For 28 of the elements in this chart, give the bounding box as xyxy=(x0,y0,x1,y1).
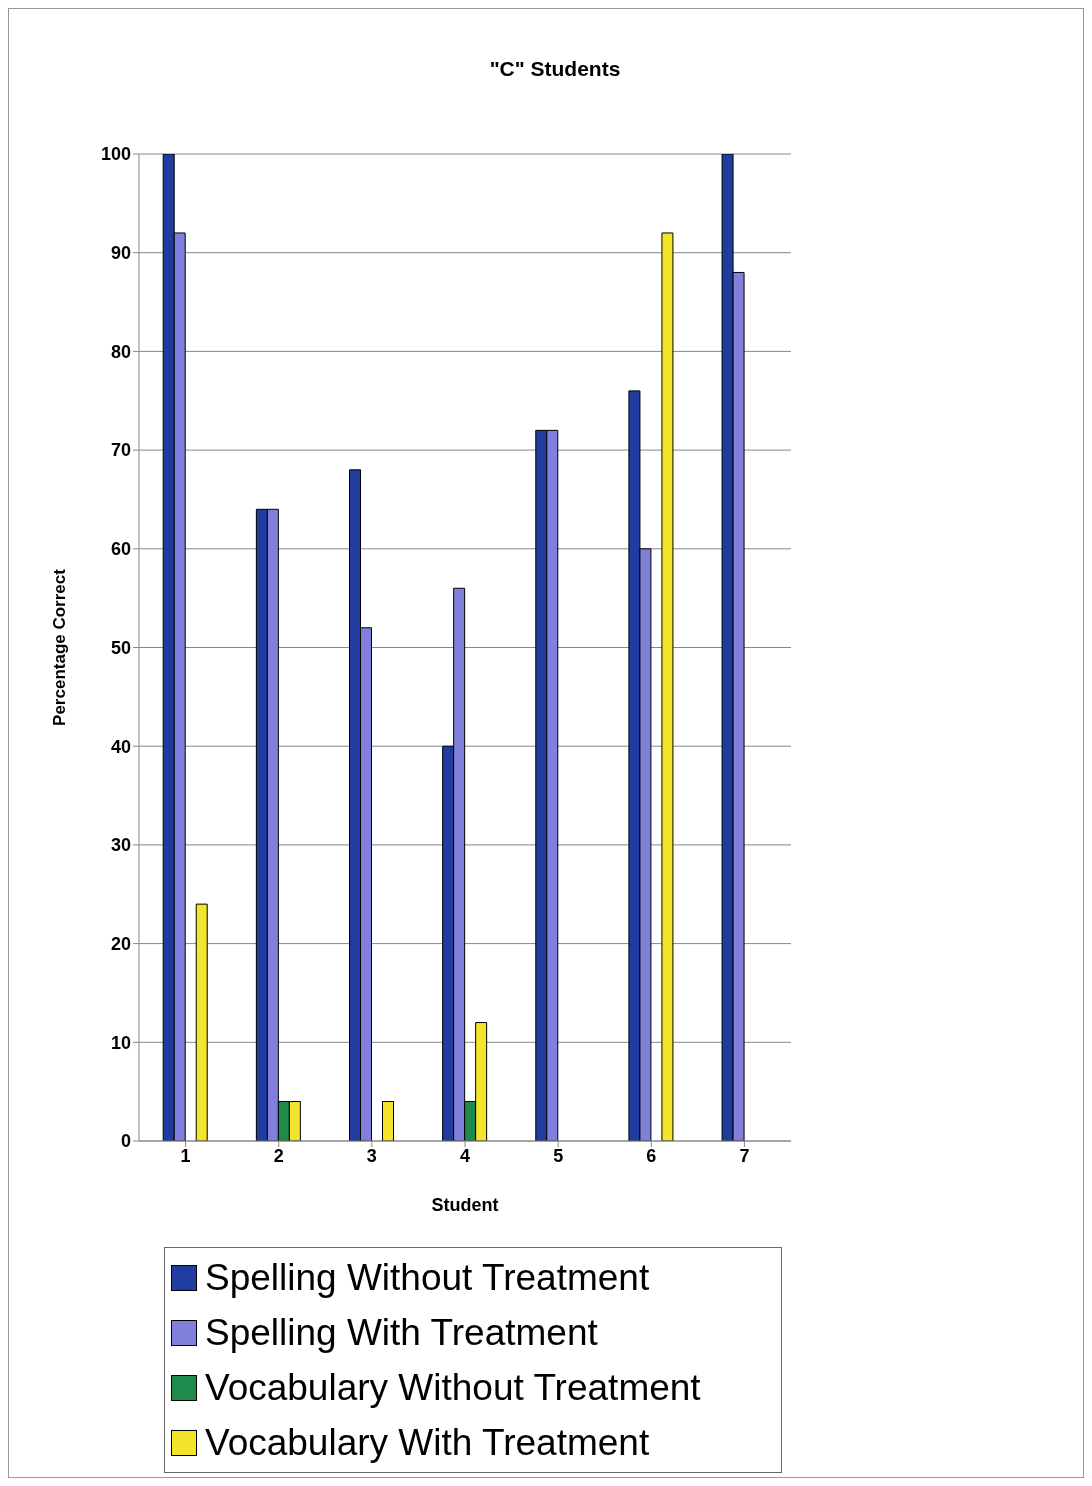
x-tick-label: 5 xyxy=(553,1145,564,1166)
y-tick-label: 10 xyxy=(110,1032,131,1053)
y-tick-label: 90 xyxy=(110,243,131,264)
y-tick-label: 40 xyxy=(110,736,131,757)
x-tick-label: 1 xyxy=(180,1145,191,1166)
legend-label: Spelling With Treatment xyxy=(205,1311,598,1354)
x-tick-label: 2 xyxy=(273,1145,284,1166)
x-tick-label: 3 xyxy=(366,1145,377,1166)
legend-label: Vocabulary Without Treatment xyxy=(205,1366,701,1409)
y-tick-label: 70 xyxy=(110,440,131,461)
x-tick-label: 4 xyxy=(459,1145,471,1166)
y-axis-title: Percentage Correct xyxy=(50,568,70,726)
chart-title: "C" Students xyxy=(488,57,622,81)
y-tick-label: 100 xyxy=(100,144,131,165)
y-tick-label: 60 xyxy=(110,539,131,560)
bar xyxy=(382,1101,394,1141)
bar xyxy=(195,903,208,1141)
y-tick-label: 30 xyxy=(110,835,131,856)
x-tick-label: 6 xyxy=(646,1145,657,1166)
legend-label: Vocabulary With Treatment xyxy=(205,1421,650,1464)
x-axis-title: Student xyxy=(431,1195,499,1215)
x-tick-label: 7 xyxy=(739,1145,750,1166)
y-tick-label: 0 xyxy=(120,1131,131,1152)
y-tick-label: 80 xyxy=(110,341,131,362)
legend-label: Spelling Without Treatment xyxy=(205,1256,650,1299)
bar xyxy=(661,232,674,1141)
y-tick-label: 50 xyxy=(110,637,131,658)
y-tick-label: 20 xyxy=(110,933,131,954)
